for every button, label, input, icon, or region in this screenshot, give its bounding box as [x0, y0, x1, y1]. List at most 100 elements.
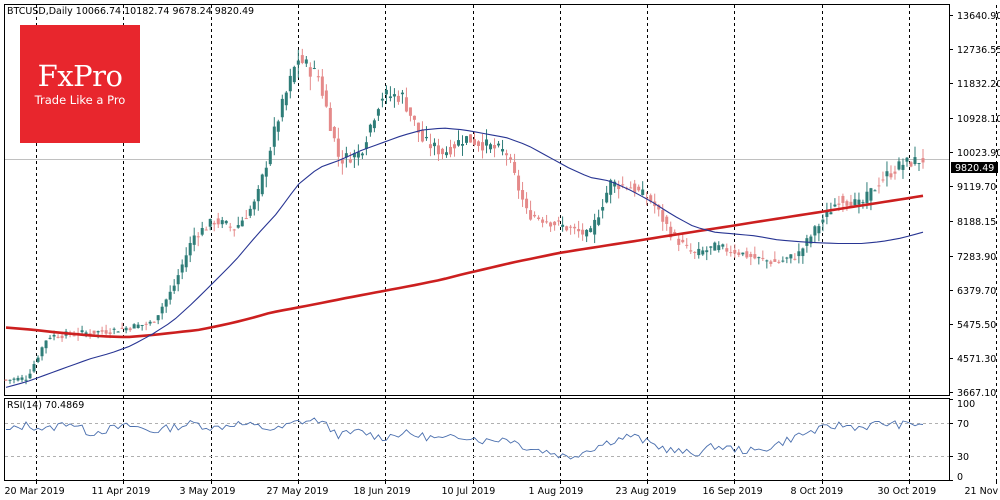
candle-body: [705, 250, 709, 253]
candle-body: [168, 291, 172, 300]
candle-body: [817, 226, 821, 234]
candle-body: [709, 246, 713, 248]
candle-body: [316, 76, 320, 78]
candle-body: [56, 336, 60, 338]
candle-body: [428, 144, 432, 149]
candle-body: [757, 257, 761, 259]
candle-body: [184, 255, 188, 268]
candle-body: [673, 231, 677, 234]
candle-body: [16, 377, 20, 381]
candle-body: [777, 261, 781, 263]
candle-body: [473, 139, 477, 145]
candle-body: [865, 191, 869, 204]
candle-body: [364, 142, 368, 149]
candle-body: [188, 243, 192, 256]
candle-body: [745, 251, 749, 258]
candle-body: [92, 330, 96, 334]
candle-body: [561, 224, 565, 227]
candle-body: [697, 248, 701, 256]
candle-body: [717, 245, 721, 251]
candle-body: [841, 195, 845, 203]
candle-body: [837, 203, 841, 205]
candle-body: [881, 179, 885, 181]
candle-body: [617, 185, 621, 190]
x-tick-label: 21 Nov 2019: [965, 486, 1000, 497]
rsi-tick-label: 0: [957, 472, 963, 483]
candle-body: [432, 142, 436, 147]
candle-body: [613, 181, 617, 187]
candle-body: [396, 95, 400, 102]
x-tick-label: 16 Sep 2019: [703, 486, 763, 497]
x-tick-label: 10 Jul 2019: [442, 486, 496, 497]
candle-body: [332, 127, 336, 139]
candle-body: [861, 202, 865, 204]
candle-body: [741, 252, 745, 255]
candle-body: [44, 340, 48, 349]
x-tick-label: 1 Aug 2019: [529, 486, 584, 497]
candle-body: [493, 145, 497, 149]
candle-body: [280, 98, 284, 118]
candle-body: [220, 220, 224, 225]
x-tick-label: 11 Apr 2019: [92, 486, 151, 497]
candle-body: [661, 210, 665, 222]
candle-body: [452, 144, 456, 149]
candle-body: [917, 163, 921, 165]
candle-body: [412, 115, 416, 120]
candle-body: [32, 364, 36, 372]
candle-body: [585, 229, 589, 237]
candle-body: [384, 89, 388, 95]
candle-body: [328, 107, 332, 131]
candle-body: [212, 222, 216, 225]
candle-body: [465, 136, 469, 143]
candle-body: [148, 321, 152, 324]
candle-body: [693, 251, 697, 253]
candle-body: [921, 158, 925, 163]
candle-body: [80, 330, 84, 333]
candle-body: [729, 252, 733, 254]
candle-body: [456, 140, 460, 146]
candle-body: [821, 219, 825, 223]
candle-body: [176, 275, 180, 285]
candle-body: [204, 229, 208, 231]
candle-body: [36, 357, 40, 362]
candle-body: [681, 239, 685, 243]
candle-body: [665, 216, 669, 224]
candle-body: [164, 299, 168, 307]
candle-body: [236, 225, 240, 228]
candle-body: [769, 261, 773, 264]
candle-body: [228, 226, 232, 228]
candle-body: [196, 236, 200, 238]
y-tick-label: 13640.90: [957, 11, 1000, 22]
candle-body: [565, 226, 569, 231]
candle-body: [537, 217, 541, 219]
candle-body: [549, 222, 553, 227]
candle-body: [296, 60, 300, 65]
candle-body: [420, 130, 424, 142]
candle-body: [545, 221, 549, 223]
candle-body: [88, 333, 92, 335]
candle-body: [809, 236, 813, 244]
candle-body: [569, 226, 573, 228]
rsi-tick-label: 30: [957, 452, 969, 463]
candle-body: [104, 330, 108, 334]
candle-body: [240, 220, 244, 227]
candle-body: [893, 171, 897, 174]
ma-fast-line: [5, 127, 924, 388]
candle-body: [637, 186, 641, 191]
candle-body: [521, 190, 525, 200]
candle-body: [140, 324, 144, 326]
candle-body: [108, 332, 112, 334]
candle-body: [424, 136, 428, 139]
y-tick-label: 11832.20: [957, 79, 1000, 90]
candle-body: [352, 153, 356, 158]
candle-body: [477, 141, 481, 146]
candle-body: [905, 157, 909, 162]
last-price-marker: [951, 162, 998, 173]
chart-header: BTCUSD,Daily 10066.74 10182.74 9678.24 9…: [7, 6, 254, 17]
y-tick-label: 6379.70: [957, 286, 996, 297]
candle-body: [761, 257, 765, 259]
candle-body: [224, 220, 228, 224]
candle-body: [284, 92, 288, 106]
candle-body: [553, 221, 557, 226]
candle-body: [481, 142, 485, 151]
